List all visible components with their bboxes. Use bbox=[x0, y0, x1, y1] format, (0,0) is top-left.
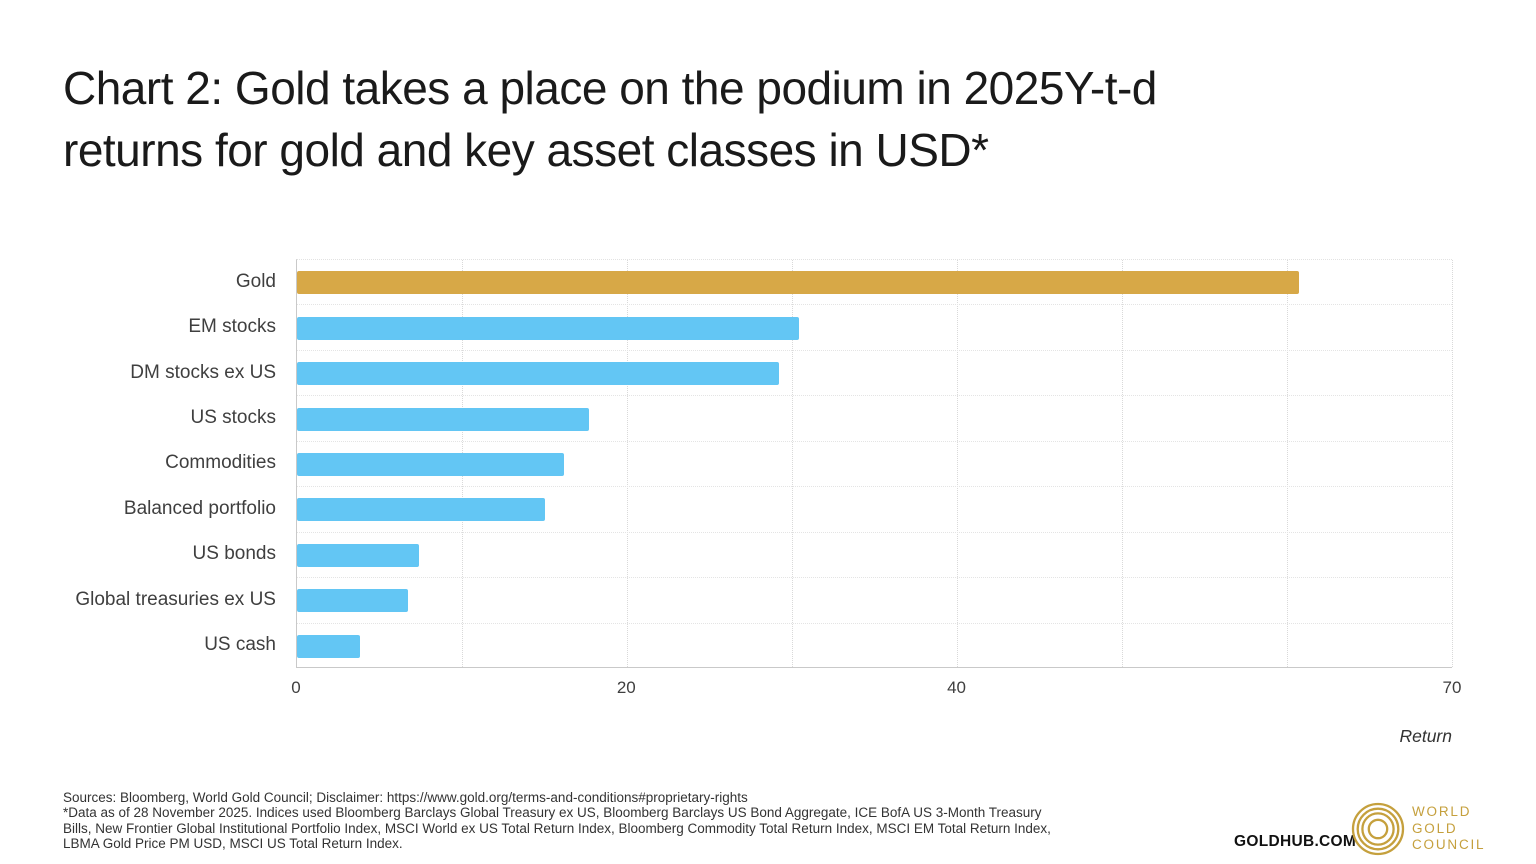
bar-row bbox=[297, 305, 1452, 351]
bar-us-bonds bbox=[297, 543, 420, 567]
x-tick-label: 20 bbox=[616, 678, 636, 697]
x-tick-label: 0 bbox=[291, 678, 301, 697]
bar-row bbox=[297, 533, 1452, 579]
category-label: Global treasuries ex US bbox=[75, 588, 276, 610]
world-gold-council-logo: WORLD GOLD COUNCIL bbox=[1350, 800, 1536, 858]
footer-data-note: *Data as of 28 November 2025. Indices us… bbox=[63, 805, 1051, 851]
gridline bbox=[1287, 260, 1288, 667]
bar-chart-plot-area bbox=[296, 259, 1453, 669]
bar-row bbox=[297, 396, 1452, 442]
gridline bbox=[1452, 260, 1453, 667]
category-label: Commodities bbox=[165, 452, 276, 474]
wgc-logo-word-gold: GOLD bbox=[1412, 820, 1458, 836]
footer-text: Sources: Bloomberg, World Gold Council; … bbox=[63, 790, 1063, 851]
bar-dm-stocks-ex-us bbox=[297, 362, 779, 386]
goldhub-site-label: GOLDHUB.COM bbox=[1234, 833, 1357, 850]
footer-sources-line: Sources: Bloomberg, World Gold Council; … bbox=[63, 790, 748, 805]
gridline bbox=[792, 260, 793, 667]
x-axis-tick-labels: 0 20 40 70 bbox=[291, 678, 1461, 702]
bar-row bbox=[297, 624, 1452, 669]
bar-row bbox=[297, 578, 1452, 624]
x-axis-title: Return bbox=[1399, 726, 1452, 746]
chart-title: Chart 2: Gold takes a place on the podiu… bbox=[63, 58, 1483, 181]
bar-balanced-portfolio bbox=[297, 498, 545, 522]
gridline bbox=[1122, 260, 1123, 667]
bar-gold bbox=[297, 271, 1299, 295]
gridline bbox=[957, 260, 958, 667]
x-tick-label: 40 bbox=[947, 678, 967, 697]
chart-title-line2: returns for gold and key asset classes i… bbox=[63, 123, 989, 176]
bar-row bbox=[297, 351, 1452, 397]
category-label: DM stocks ex US bbox=[130, 361, 276, 383]
gridline bbox=[627, 260, 628, 667]
bar-us-cash bbox=[297, 634, 360, 658]
x-tick-label: 70 bbox=[1442, 678, 1462, 697]
bar-commodities bbox=[297, 452, 565, 476]
category-label: Gold bbox=[235, 270, 276, 292]
wgc-logo-word-world: WORLD bbox=[1412, 804, 1472, 820]
bar-global-treasuries-ex-us bbox=[297, 589, 408, 613]
category-label: US bonds bbox=[192, 543, 276, 565]
wgc-concentric-rings-icon bbox=[1351, 802, 1405, 856]
category-axis-labels: Gold EM stocks DM stocks ex US US stocks Com… bbox=[0, 259, 287, 668]
bar-row bbox=[297, 260, 1452, 306]
bar-row bbox=[297, 442, 1452, 488]
category-label: US cash bbox=[204, 634, 276, 656]
bar-us-stocks bbox=[297, 407, 590, 431]
bar-row bbox=[297, 487, 1452, 533]
wgc-logo-text: WORLD GOLD COUNCIL bbox=[1412, 804, 1485, 853]
bar-em-stocks bbox=[297, 316, 799, 340]
category-label: Balanced portfolio bbox=[123, 497, 276, 519]
category-label: EM stocks bbox=[188, 316, 276, 338]
category-label: US stocks bbox=[190, 407, 276, 429]
chart-title-line1: Chart 2: Gold takes a place on the podiu… bbox=[63, 62, 1157, 114]
wgc-logo-word-council: COUNCIL bbox=[1412, 837, 1486, 853]
